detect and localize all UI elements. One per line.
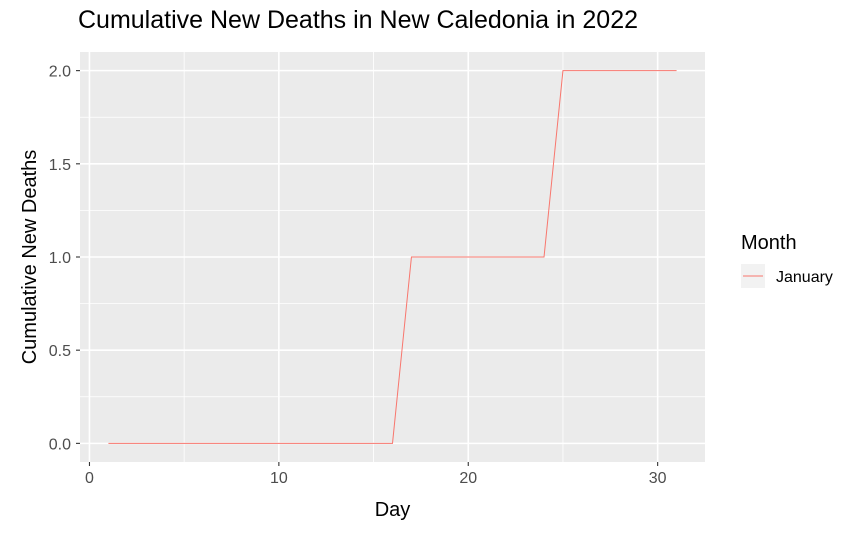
y-tick-label: 0.5 <box>49 343 71 360</box>
y-tick-label: 2.0 <box>49 64 71 81</box>
legend: Month January <box>741 232 833 288</box>
data-lines <box>108 70 677 444</box>
x-axis-title: Day <box>375 499 411 521</box>
chart-title: Cumulative New Deaths in New Caledonia i… <box>78 6 639 34</box>
x-tick-label: 20 <box>459 470 477 487</box>
y-tick-label: 1.5 <box>49 157 71 174</box>
tick-labels: 0 10 20 30 0.0 0.5 1.0 1.5 2.0 <box>49 64 667 487</box>
y-tick-label: 0.0 <box>49 436 71 453</box>
x-tick-label: 30 <box>649 470 667 487</box>
axis-ticks <box>76 70 659 466</box>
x-tick-label: 0 <box>85 470 94 487</box>
legend-label: January <box>776 269 833 286</box>
legend-title: Month <box>741 232 797 254</box>
y-tick-label: 1.0 <box>49 250 71 267</box>
y-axis-title: Cumulative New Deaths <box>19 150 41 365</box>
series-line-january <box>108 70 677 444</box>
x-tick-label: 10 <box>270 470 288 487</box>
